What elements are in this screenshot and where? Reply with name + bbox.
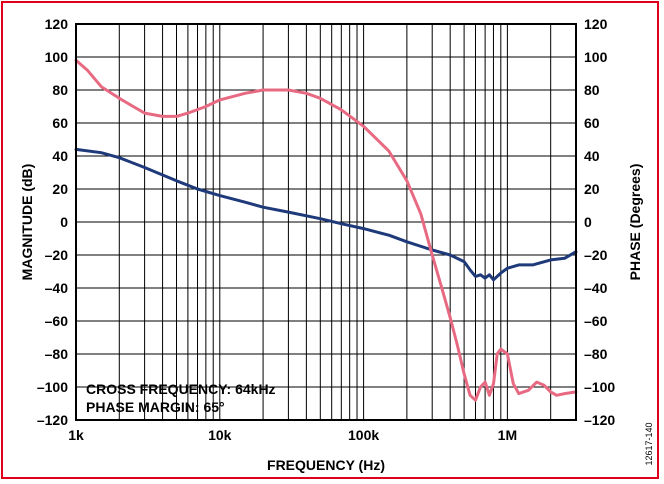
figure-border bbox=[1, 1, 659, 479]
right-axis-ticks: 120 100 80 60 40 20 0 –20 –40 –60 –80 –100 –120 bbox=[584, 16, 615, 428]
y-tick-label-right: –80 bbox=[584, 346, 608, 362]
x-tick-label: 1M bbox=[498, 427, 517, 443]
grid bbox=[76, 24, 576, 420]
x-axis-ticks: 1k 10k 100k 1M bbox=[68, 427, 517, 443]
y-tick-label-right: –100 bbox=[584, 379, 615, 395]
x-axis-label: FREQUENCY (Hz) bbox=[267, 457, 385, 473]
y-axis-label-right: PHASE (Degrees) bbox=[627, 164, 643, 281]
y-tick-label-left: 80 bbox=[52, 82, 68, 98]
y-tick-label-right: 80 bbox=[584, 82, 600, 98]
x-tick-label: 1k bbox=[68, 427, 84, 443]
y-tick-label-left: 60 bbox=[52, 115, 68, 131]
y-tick-label-right: –20 bbox=[584, 247, 608, 263]
y-tick-label-left: 40 bbox=[52, 148, 68, 164]
y-tick-label-right: –60 bbox=[584, 313, 608, 329]
y-tick-label-right: –120 bbox=[584, 412, 615, 428]
phase-margin-annotation: PHASE MARGIN: 65° bbox=[86, 399, 225, 415]
cross-frequency-annotation: CROSS FREQUENCY: 64kHz bbox=[86, 381, 276, 397]
series-layer bbox=[74, 58, 578, 402]
y-tick-label-right: –40 bbox=[584, 280, 608, 296]
y-tick-label-left: –60 bbox=[45, 313, 69, 329]
y-tick-label-left: 100 bbox=[45, 49, 69, 65]
y-tick-label-right: 120 bbox=[584, 16, 608, 32]
phase-series-line bbox=[74, 58, 578, 402]
y-tick-label-left: 0 bbox=[60, 214, 68, 230]
y-tick-label-left: –40 bbox=[45, 280, 69, 296]
plot-area-border bbox=[75, 23, 577, 421]
y-tick-label-left: –20 bbox=[45, 247, 69, 263]
y-axis-label-left: MAGNITUDE (dB) bbox=[19, 164, 35, 281]
magnitude-series-line bbox=[74, 147, 578, 282]
y-tick-label-left: 120 bbox=[45, 16, 69, 32]
y-tick-label-left: –100 bbox=[37, 379, 68, 395]
x-tick-label: 100k bbox=[348, 427, 379, 443]
left-axis-ticks: 120 100 80 60 40 20 0 –20 –40 –60 –80 –100 –120 bbox=[37, 16, 68, 428]
y-tick-label-right: 40 bbox=[584, 148, 600, 164]
x-tick-label: 10k bbox=[208, 427, 232, 443]
y-tick-label-right: 100 bbox=[584, 49, 608, 65]
y-tick-label-right: 20 bbox=[584, 181, 600, 197]
y-tick-label-right: 60 bbox=[584, 115, 600, 131]
y-tick-label-right: 0 bbox=[584, 214, 592, 230]
y-tick-label-left: –80 bbox=[45, 346, 69, 362]
figure-id: 12617-140 bbox=[644, 422, 654, 465]
y-tick-label-left: 20 bbox=[52, 181, 68, 197]
y-tick-label-left: –120 bbox=[37, 412, 68, 428]
